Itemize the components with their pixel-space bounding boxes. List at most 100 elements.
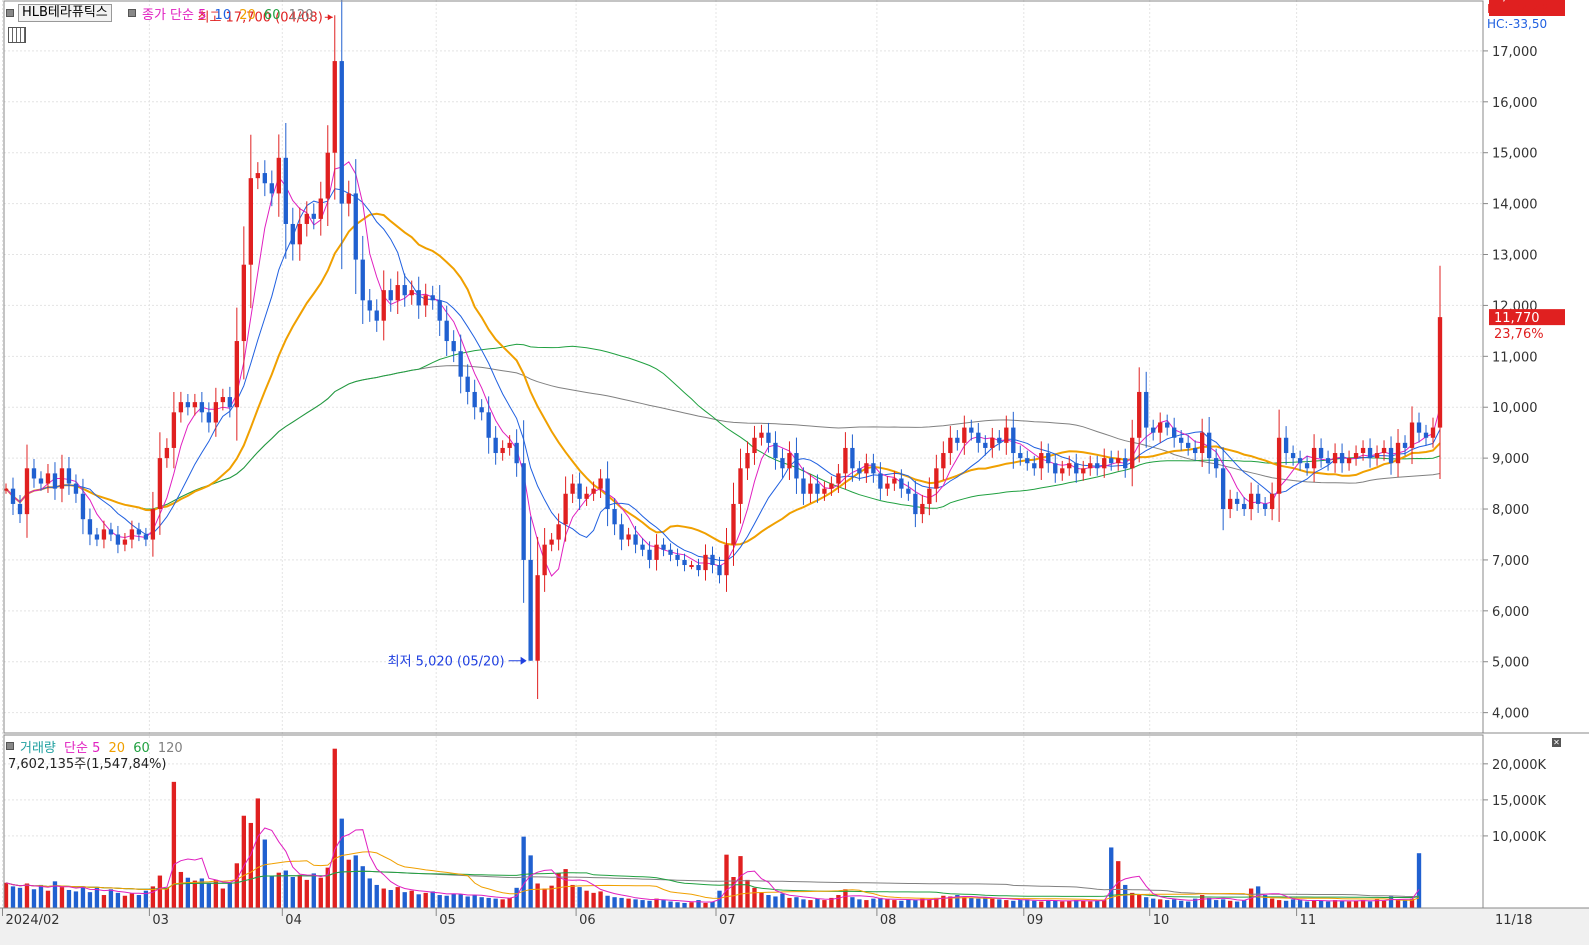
candle-body bbox=[682, 559, 687, 566]
volume-bar bbox=[1332, 900, 1338, 908]
high-arrow-head bbox=[327, 14, 333, 21]
volume-bar bbox=[997, 899, 1002, 908]
volume-bar bbox=[794, 897, 799, 908]
candle-body bbox=[969, 427, 974, 433]
volume-bar bbox=[269, 875, 274, 908]
candle-body bbox=[1081, 468, 1086, 474]
candle-body bbox=[1241, 503, 1247, 510]
price-tick-label: 9,000 bbox=[1492, 452, 1529, 467]
candle-body bbox=[689, 565, 694, 568]
volume-bar bbox=[1402, 900, 1408, 908]
volume-bar bbox=[535, 883, 540, 908]
volume-bar bbox=[1388, 896, 1394, 908]
volume-bar bbox=[1381, 900, 1387, 908]
grid-toggle-icon[interactable] bbox=[8, 27, 26, 43]
volume-bar bbox=[829, 897, 834, 908]
candle-body bbox=[598, 478, 603, 489]
price-tick-label: 8,000 bbox=[1492, 503, 1529, 518]
candle-body bbox=[1074, 463, 1079, 474]
volume-bar bbox=[934, 897, 939, 908]
volume-bar bbox=[766, 895, 771, 908]
candle-body bbox=[1276, 437, 1282, 494]
volume-bar bbox=[458, 894, 463, 908]
candle-body bbox=[535, 575, 540, 661]
ma10-line bbox=[5, 188, 1441, 561]
volume-bar bbox=[1179, 900, 1184, 908]
volume-bar bbox=[1297, 900, 1303, 908]
volume-bar bbox=[1409, 898, 1415, 908]
candle-body bbox=[1199, 432, 1205, 454]
candle-body bbox=[654, 544, 659, 560]
candle-body bbox=[549, 539, 554, 545]
panel-toggle-icon[interactable] bbox=[128, 9, 136, 17]
price-tick-label: 11,000 bbox=[1492, 350, 1538, 365]
panel-close-icon[interactable]: ✕ bbox=[1552, 738, 1561, 747]
volume-bar bbox=[1158, 899, 1163, 908]
candle-body bbox=[367, 300, 372, 311]
candle-body bbox=[661, 544, 666, 550]
candle-body bbox=[591, 488, 596, 494]
candle-body bbox=[514, 442, 519, 464]
volume-bar bbox=[1186, 901, 1191, 908]
price-tick-label: 17,000 bbox=[1492, 45, 1538, 60]
volume-bar bbox=[1116, 861, 1121, 908]
candle-body bbox=[710, 554, 715, 566]
high-annotation: 최고 17,700 (04/08) bbox=[197, 10, 322, 25]
volume-bar bbox=[521, 836, 526, 908]
volume-bar bbox=[395, 887, 400, 908]
price-tick-label: 14,000 bbox=[1492, 198, 1538, 213]
last-volume-change-label: 1547,84% bbox=[1494, 0, 1560, 4]
volume-bar bbox=[500, 899, 505, 908]
candle-body bbox=[948, 437, 953, 454]
candle-body bbox=[724, 544, 729, 576]
vol-ma60-line bbox=[5, 870, 1420, 898]
candle-body bbox=[808, 483, 813, 494]
price-tick-label: 5,000 bbox=[1492, 656, 1529, 671]
candle-body bbox=[283, 157, 288, 224]
legend-vol20: 20 bbox=[108, 741, 126, 756]
candle-body bbox=[668, 549, 673, 555]
volume-bar bbox=[668, 901, 673, 908]
candle-body bbox=[563, 493, 568, 525]
volume-bar bbox=[213, 879, 219, 908]
volume-bar bbox=[731, 877, 736, 908]
volume-bar bbox=[1367, 901, 1373, 908]
volume-bar bbox=[206, 882, 212, 908]
candle-body bbox=[1402, 442, 1408, 448]
volume-bar bbox=[346, 859, 351, 908]
volume-bar bbox=[703, 902, 708, 908]
date-tick-label: 2024/02 bbox=[6, 913, 60, 928]
volume-bar bbox=[969, 897, 974, 908]
candle-body bbox=[493, 437, 498, 454]
date-axis-band bbox=[0, 908, 1589, 945]
volume-bar bbox=[290, 877, 295, 908]
candle-body bbox=[353, 193, 358, 260]
candle-body bbox=[542, 544, 547, 576]
candle-body bbox=[227, 397, 233, 408]
volume-bar bbox=[444, 895, 449, 908]
candle-body bbox=[570, 483, 575, 494]
stock-name: HLB테라퓨틱스 bbox=[22, 5, 108, 20]
candle-body bbox=[458, 351, 463, 377]
candle-body bbox=[1123, 458, 1128, 469]
candle-body bbox=[150, 509, 156, 540]
price-tick-label: 10,000 bbox=[1492, 401, 1538, 416]
candle-body bbox=[1388, 447, 1394, 464]
candle-body bbox=[101, 529, 107, 540]
candle-body bbox=[66, 468, 72, 484]
candle-body bbox=[1130, 437, 1135, 469]
candle-body bbox=[1409, 422, 1415, 448]
legend-ma20: 20 bbox=[239, 8, 256, 23]
candle-body bbox=[584, 493, 589, 499]
panel-toggle-icon[interactable] bbox=[6, 9, 14, 17]
candle-body bbox=[444, 320, 449, 342]
volume-bar bbox=[185, 877, 191, 908]
panel-toggle-icon[interactable] bbox=[6, 742, 14, 750]
low-arrow-head bbox=[520, 656, 527, 665]
volume-bar bbox=[45, 890, 51, 908]
candle-body bbox=[451, 341, 456, 352]
candle-body bbox=[647, 549, 652, 560]
volume-bar bbox=[339, 818, 344, 908]
stock-name-box[interactable]: HLB테라퓨틱스 bbox=[18, 4, 112, 22]
